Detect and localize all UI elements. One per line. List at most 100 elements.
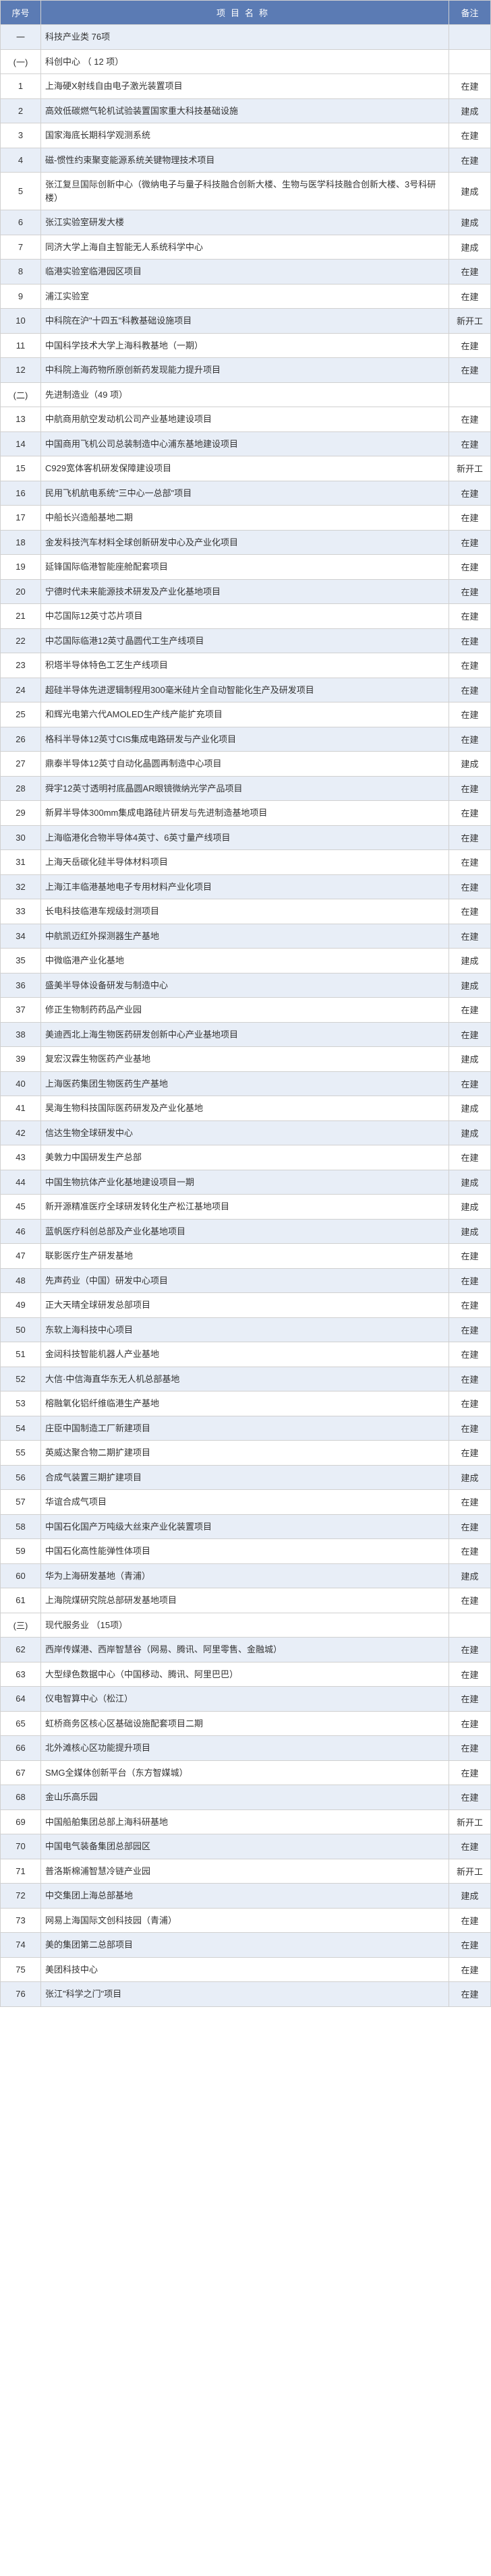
cell-seq: 53 xyxy=(1,1391,41,1416)
table-row: 75美团科技中心在建 xyxy=(1,1957,491,1982)
cell-status: 在建 xyxy=(449,1317,491,1342)
cell-status: 在建 xyxy=(449,407,491,432)
table-row: 58中国石化国产万吨级大丝束产业化装置项目在建 xyxy=(1,1514,491,1539)
cell-seq: 32 xyxy=(1,874,41,899)
cell-status: 新开工 xyxy=(449,1809,491,1834)
cell-name: 昊海生物科技国际医药研发及产业化基地 xyxy=(41,1096,449,1121)
table-row: 39复宏汉霖生物医药产业基地建成 xyxy=(1,1047,491,1072)
cell-seq: 71 xyxy=(1,1859,41,1884)
cell-seq: 9 xyxy=(1,284,41,309)
cell-name: 磁-惯性约束聚变能源系统关键物理技术项目 xyxy=(41,148,449,173)
cell-name: 网易上海国际文创科技园（青浦） xyxy=(41,1908,449,1933)
table-row: 27鼎泰半导体12英寸自动化晶圆再制造中心项目建成 xyxy=(1,752,491,777)
table-row: 44中国生物抗体产业化基地建设项目一期建成 xyxy=(1,1170,491,1195)
table-row: 40上海医药集团生物医药生产基地在建 xyxy=(1,1071,491,1096)
cell-seq: 10 xyxy=(1,309,41,334)
table-row: 37修正生物制药药品产业园在建 xyxy=(1,998,491,1023)
cell-status: 在建 xyxy=(449,123,491,148)
table-row: 22中芯国际临港12英寸晶圆代工生产线项目在建 xyxy=(1,628,491,653)
cell-name: 金闼科技智能机器人产业基地 xyxy=(41,1342,449,1367)
cell-seq: 65 xyxy=(1,1711,41,1736)
cell-name: 舜宇12英寸透明衬底晶圆AR眼镜微纳光学产品项目 xyxy=(41,776,449,801)
cell-name: 同济大学上海自主智能无人系统科学中心 xyxy=(41,235,449,260)
cell-name: 普洛斯棉浦智慧冷链产业园 xyxy=(41,1859,449,1884)
cell-status: 在建 xyxy=(449,801,491,826)
cell-seq: 61 xyxy=(1,1588,41,1613)
cell-status: 在建 xyxy=(449,1957,491,1982)
table-row: 8临港实验室临港园区项目在建 xyxy=(1,260,491,284)
table-row: 38美迪西北上海生物医药研发创新中心产业基地项目在建 xyxy=(1,1022,491,1047)
cell-name: 中芯国际临港12英寸晶圆代工生产线项目 xyxy=(41,628,449,653)
cell-seq: (三) xyxy=(1,1613,41,1638)
cell-seq: 42 xyxy=(1,1120,41,1145)
cell-name: 长电科技临港车规级封测项目 xyxy=(41,899,449,924)
cell-seq: 6 xyxy=(1,210,41,235)
cell-status: 在建 xyxy=(449,1687,491,1712)
cell-name: 联影医疗生产研发基地 xyxy=(41,1244,449,1269)
cell-name: 美迪西北上海生物医药研发创新中心产业基地项目 xyxy=(41,1022,449,1047)
cell-status: 建成 xyxy=(449,1465,491,1490)
cell-seq: 24 xyxy=(1,678,41,702)
cell-seq: 15 xyxy=(1,456,41,481)
cell-name: 中国生物抗体产业化基地建设项目一期 xyxy=(41,1170,449,1195)
cell-seq: 20 xyxy=(1,579,41,604)
cell-status xyxy=(449,25,491,50)
cell-name: 复宏汉霖生物医药产业基地 xyxy=(41,1047,449,1072)
cell-status: 建成 xyxy=(449,949,491,974)
header-seq: 序号 xyxy=(1,1,41,25)
table-row: 12中科院上海药物所原创新药发现能力提升项目在建 xyxy=(1,358,491,383)
cell-name: 华谊合成气项目 xyxy=(41,1490,449,1515)
cell-status: 在建 xyxy=(449,1490,491,1515)
cell-seq: 76 xyxy=(1,1982,41,2007)
cell-name: 中微临港产业化基地 xyxy=(41,949,449,974)
cell-seq: 54 xyxy=(1,1416,41,1441)
table-row: 64仪电智算中心（松江）在建 xyxy=(1,1687,491,1712)
table-row: 3国家海底长期科学观测系统在建 xyxy=(1,123,491,148)
table-row: 19延锋国际临港智能座舱配套项目在建 xyxy=(1,555,491,580)
cell-status: 在建 xyxy=(449,1662,491,1687)
table-row: 14中国商用飞机公司总装制造中心浦东基地建设项目在建 xyxy=(1,431,491,456)
cell-seq: 4 xyxy=(1,148,41,173)
table-row: 42信达生物全球研发中心建成 xyxy=(1,1120,491,1145)
cell-seq: 2 xyxy=(1,98,41,123)
table-row: 67SMG全媒体创新平台（东方智媒城）在建 xyxy=(1,1760,491,1785)
table-row: 62西岸传媒港、西岸智慧谷（网易、腾讯、阿里零售、金融城）在建 xyxy=(1,1638,491,1663)
cell-seq: 62 xyxy=(1,1638,41,1663)
cell-name: 中交集团上海总部基地 xyxy=(41,1884,449,1909)
cell-status: 在建 xyxy=(449,1071,491,1096)
cell-status: 在建 xyxy=(449,1022,491,1047)
cell-status: 在建 xyxy=(449,1293,491,1318)
cell-name: 延锋国际临港智能座舱配套项目 xyxy=(41,555,449,580)
table-row: 31上海天岳碳化硅半导体材料项目在建 xyxy=(1,850,491,875)
cell-status: 在建 xyxy=(449,1145,491,1170)
cell-name: 上海临港化合物半导体4英寸、6英寸量产线项目 xyxy=(41,825,449,850)
cell-status: 建成 xyxy=(449,173,491,210)
cell-name: 新昇半导体300mm集成电路硅片研发与先进制造基地项目 xyxy=(41,801,449,826)
subsection-row: (一)科创中心 （ 12 项） xyxy=(1,49,491,74)
cell-status: 在建 xyxy=(449,653,491,678)
cell-name: 美团科技中心 xyxy=(41,1957,449,1982)
table-row: 54庄臣中国制造工厂新建项目在建 xyxy=(1,1416,491,1441)
cell-status: 新开工 xyxy=(449,456,491,481)
cell-seq: (一) xyxy=(1,49,41,74)
cell-seq: 70 xyxy=(1,1834,41,1859)
cell-status: 在建 xyxy=(449,1342,491,1367)
cell-name: 临港实验室临港园区项目 xyxy=(41,260,449,284)
table-row: 24超硅半导体先进逻辑制程用300毫米硅片全自动智能化生产及研发项目在建 xyxy=(1,678,491,702)
cell-seq: 58 xyxy=(1,1514,41,1539)
cell-status: 在建 xyxy=(449,358,491,383)
cell-name: 先声药业（中国）研发中心项目 xyxy=(41,1268,449,1293)
cell-status: 在建 xyxy=(449,1711,491,1736)
table-row: 4磁-惯性约束聚变能源系统关键物理技术项目在建 xyxy=(1,148,491,173)
cell-seq: 16 xyxy=(1,481,41,506)
cell-status: 在建 xyxy=(449,431,491,456)
cell-status: 在建 xyxy=(449,702,491,727)
cell-status: 在建 xyxy=(449,481,491,506)
cell-name: 信达生物全球研发中心 xyxy=(41,1120,449,1145)
cell-seq: 22 xyxy=(1,628,41,653)
cell-status: 在建 xyxy=(449,1638,491,1663)
cell-name: 中国商用飞机公司总装制造中心浦东基地建设项目 xyxy=(41,431,449,456)
cell-name: 中国石化国产万吨级大丝束产业化装置项目 xyxy=(41,1514,449,1539)
cell-name: 现代服务业 （15项） xyxy=(41,1613,449,1638)
cell-name: 上海江丰临港基地电子专用材料产业化项目 xyxy=(41,874,449,899)
